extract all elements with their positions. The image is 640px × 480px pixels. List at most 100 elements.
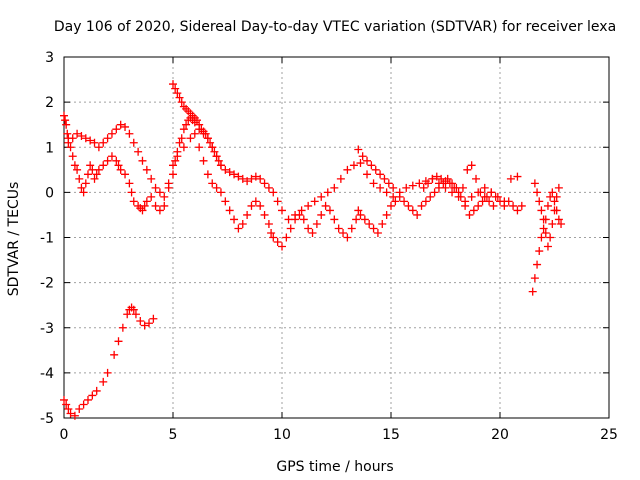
data-point [210,147,219,156]
data-point [77,131,86,140]
y-tick-label: 1 [45,140,54,156]
data-point [216,161,225,170]
x-tick-label: 15 [382,427,400,443]
data-point [554,183,563,192]
data-point [247,201,256,210]
data-point [86,136,95,145]
data-point [382,210,391,219]
data-point [408,181,417,190]
data-point [395,188,404,197]
data-point [99,138,108,147]
data-point [378,219,387,228]
data-point [343,165,352,174]
data-point [360,215,369,224]
data-point [278,206,286,215]
data-point [548,219,557,228]
data-point [212,183,221,192]
data-point [160,192,169,201]
data-point [434,179,443,188]
data-point [330,215,339,224]
data-point [230,170,239,179]
data-point [90,138,99,147]
data-point [73,129,82,138]
data-point [147,192,156,201]
data-point [513,206,522,215]
data-point [79,400,88,409]
data-point [513,172,522,181]
data-point [382,188,391,197]
data-point [387,201,395,210]
data-point [334,224,343,233]
y-tick-label: -5 [40,411,54,427]
data-point [238,219,247,228]
data-point [437,174,446,183]
data-point [343,233,352,242]
data-point [127,188,136,197]
data-point [234,172,243,181]
x-tick-labels: 0 5 10 15 20 25 [60,427,618,443]
data-point [99,161,108,170]
data-point [99,377,108,386]
data-point [530,274,539,283]
data-point [441,183,450,192]
data-point [121,170,130,179]
data-point [506,174,515,183]
data-point [164,183,173,192]
data-point [125,129,134,138]
data-point [216,188,225,197]
data-point [66,143,75,152]
x-tick-label: 0 [60,427,69,443]
data-point [404,201,413,210]
data-point [107,129,116,138]
data-point [408,206,417,215]
data-point [112,125,121,134]
x-tick-label: 20 [491,427,509,443]
data-point [441,177,450,186]
data-point [376,170,385,179]
data-point [68,152,77,161]
data-point [116,120,125,129]
data-point [138,156,147,165]
data-point [500,197,509,206]
data-point [125,179,134,188]
data-point [225,168,234,177]
data-point [68,134,77,143]
data-point [273,238,282,247]
data-point [77,183,86,192]
data-point [171,84,180,93]
data-point [417,201,426,210]
data-point [550,197,559,206]
y-tick-label: -3 [40,321,54,337]
data-point [206,138,215,147]
data-point [352,215,361,224]
data-point [552,192,561,201]
data-point [123,310,132,319]
data-point [142,197,151,206]
data-point [297,206,306,215]
data-point [92,170,101,179]
data-point [251,197,260,206]
data-point [81,134,90,143]
data-point [140,201,149,210]
data-point [179,125,188,134]
data-point [251,172,260,181]
data-point [61,116,70,125]
data-point [186,134,195,143]
data-point [363,156,372,165]
data-point [389,183,398,192]
y-tick-labels: -5 -4 -3 -2 -1 0 1 2 3 [40,50,54,427]
data-point [304,224,313,233]
data-point [149,314,158,323]
data-point [62,400,71,409]
data-point [487,188,496,197]
chart-title: Day 106 of 2020, Sidereal Day-to-day VTE… [54,19,616,35]
data-point [114,337,123,346]
data-point [363,170,372,179]
data-point [83,170,92,179]
data-point [269,233,278,242]
data-point [543,201,552,210]
data-point [66,409,75,418]
data-point [546,233,555,242]
data-point [60,111,68,120]
data-point [140,321,149,330]
